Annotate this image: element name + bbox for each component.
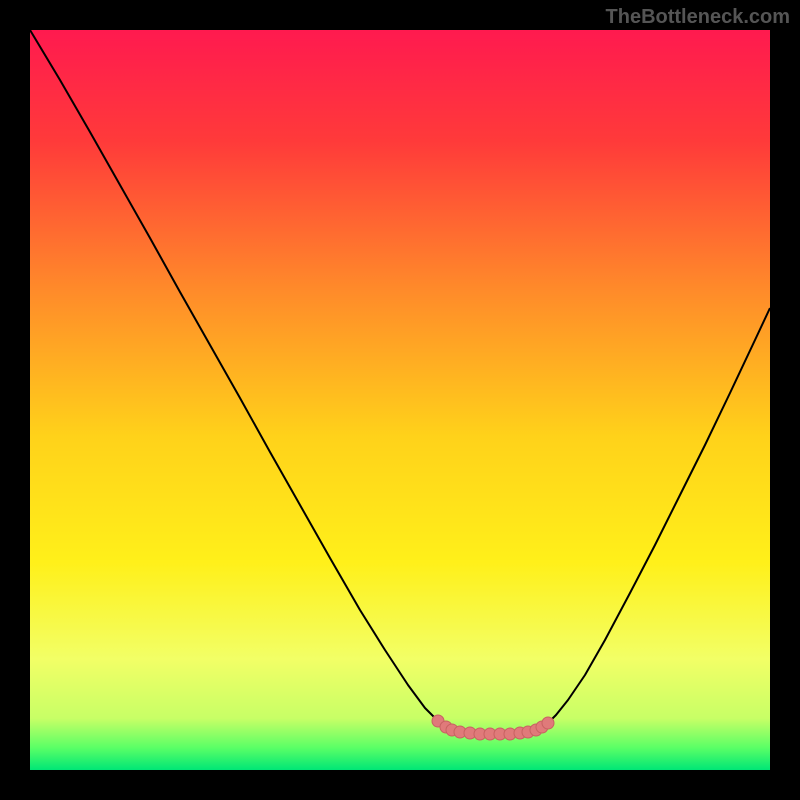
chart-background-gradient <box>30 30 770 770</box>
marker-point <box>542 717 554 729</box>
chart-container: TheBottleneck.com <box>0 0 800 800</box>
bottleneck-chart <box>0 0 800 800</box>
watermark-text: TheBottleneck.com <box>606 6 790 29</box>
